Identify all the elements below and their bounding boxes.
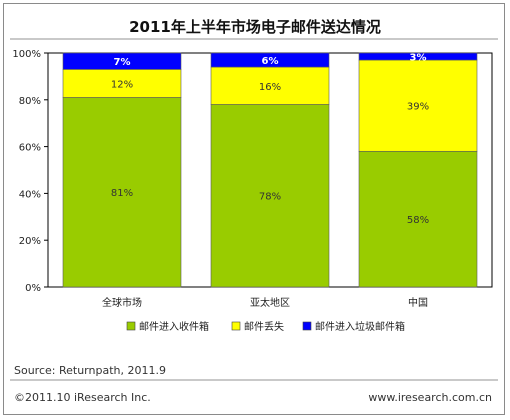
legend-swatch [231,321,241,331]
bar-value-label: 78% [259,192,281,203]
bar-segment [210,104,330,288]
y-tick-label: 60% [19,143,41,154]
bar-segment [62,69,182,98]
legend-label: 邮件进入垃圾邮件箱 [315,320,405,333]
legend-swatch [302,321,312,331]
bar-value-label: 7% [114,57,131,68]
bar-value-label: 16% [259,82,281,93]
bar-segment [210,52,330,68]
copyright-text: ©2011.10 iResearch Inc. [14,391,151,404]
legend-label: 邮件丢失 [244,320,284,333]
bar-segment [62,52,182,70]
source-note: Source: Returnpath, 2011.9 [14,364,166,377]
bar-value-label: 58% [407,215,429,226]
y-tick-label: 100% [12,49,41,60]
bar-segment [62,97,182,288]
bar-segment [358,150,478,288]
footer-divider [10,379,498,381]
x-category-label: 全球市场 [102,296,142,309]
bar-segment [358,52,478,61]
stacked-bar-chart: 0% 20% 40% 60% 80% 100% 81% 12% 7% 全球市场 78% 16% 6% 亚太… [12,49,493,333]
chart-title: 2011年上半年市场电子邮件送达情况 [129,18,381,36]
x-category-label: 中国 [408,296,428,309]
y-tick-label: 20% [19,236,41,247]
bar-segment [358,59,478,152]
bar-value-label: 6% [262,56,279,67]
bar-value-label: 3% [410,53,427,64]
bar-value-label: 39% [407,102,429,113]
website-url: www.iresearch.com.cn [368,391,492,404]
y-tick-label: 40% [19,189,41,200]
title-divider [10,38,498,40]
legend-swatch [126,321,136,331]
legend-label: 邮件进入收件箱 [139,320,209,333]
y-tick-label: 0% [25,283,41,294]
x-category-label: 亚太地区 [250,296,290,309]
bar-value-label: 81% [111,188,133,199]
y-tick-label: 80% [19,96,41,107]
bar-value-label: 12% [111,79,133,90]
